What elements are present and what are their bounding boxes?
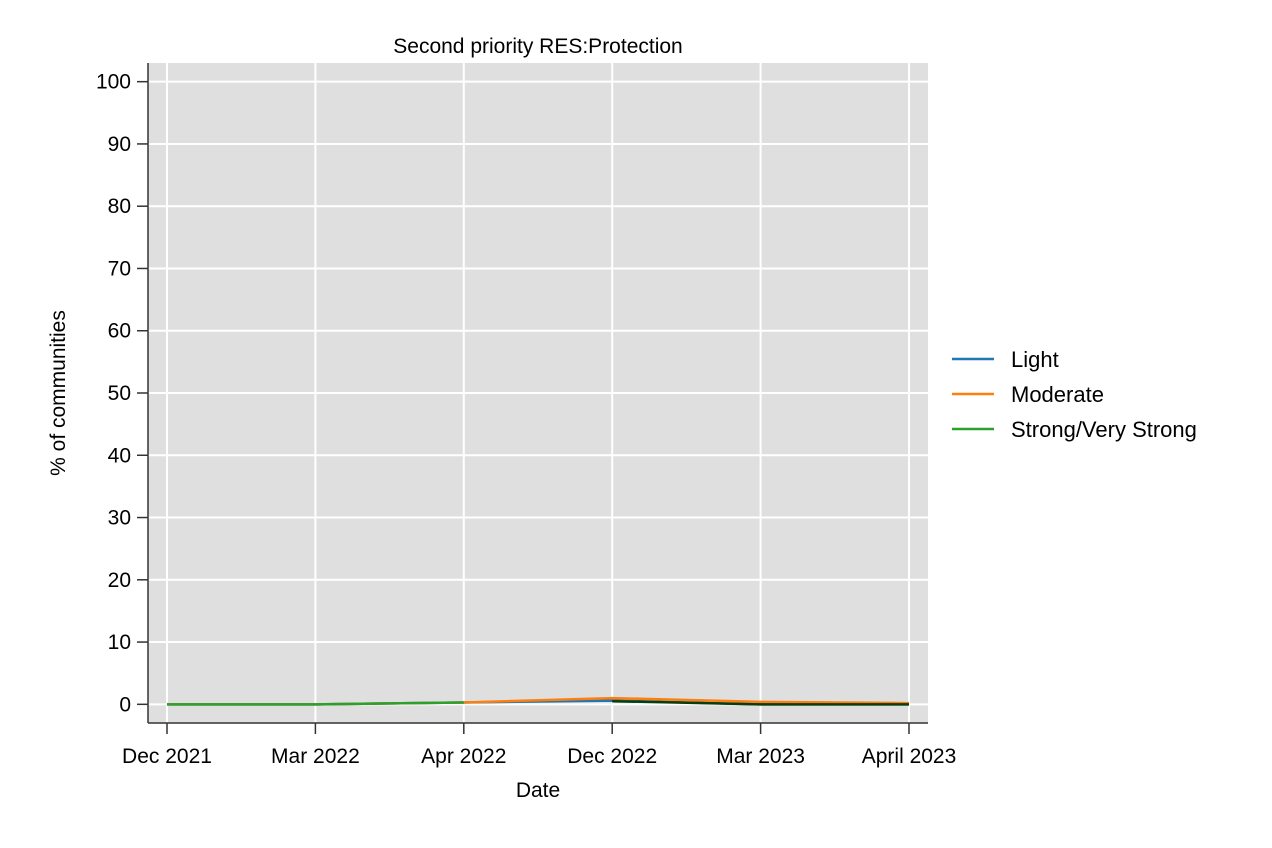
chart-title: Second priority RES:Protection xyxy=(393,35,682,58)
y-tick-label: 70 xyxy=(108,257,131,280)
series-line xyxy=(167,701,464,706)
x-tick-label: Mar 2023 xyxy=(716,745,805,768)
y-tick-label: 40 xyxy=(108,444,131,467)
x-tick-label: Apr 2022 xyxy=(421,745,506,768)
y-tick-label: 90 xyxy=(108,133,131,156)
legend-label: Strong/Very Strong xyxy=(1011,417,1197,442)
y-tick-label: 60 xyxy=(108,320,131,343)
legend: Light Moderate Strong/Very Strong xyxy=(952,347,1197,442)
y-tick-label: 100 xyxy=(96,71,131,94)
legend-label: Light xyxy=(1011,347,1059,372)
series-lines xyxy=(167,696,910,706)
x-tick-label: Dec 2021 xyxy=(122,745,212,768)
y-tick-label: 10 xyxy=(108,631,131,654)
x-tick-label: April 2023 xyxy=(862,745,957,768)
overlap-line xyxy=(612,699,909,706)
y-axis-label: % of communities xyxy=(47,310,70,476)
x-tick-label: Dec 2022 xyxy=(567,745,657,768)
y-axis: 0 10 20 30 40 50 60 70 80 90 100 xyxy=(96,63,149,723)
x-axis: Dec 2021 Mar 2022 Apr 2022 Dec 2022 Mar 2023… xyxy=(122,722,957,768)
y-tick-label: 20 xyxy=(108,569,131,592)
legend-label: Moderate xyxy=(1011,382,1104,407)
grid-lines xyxy=(148,63,928,723)
y-tick-label: 30 xyxy=(108,507,131,530)
y-tick-label: 50 xyxy=(108,382,131,405)
x-axis-label: Date xyxy=(516,779,560,802)
y-tick-label: 0 xyxy=(119,693,131,716)
y-tick-label: 80 xyxy=(108,195,131,218)
x-tick-label: Mar 2022 xyxy=(271,745,360,768)
